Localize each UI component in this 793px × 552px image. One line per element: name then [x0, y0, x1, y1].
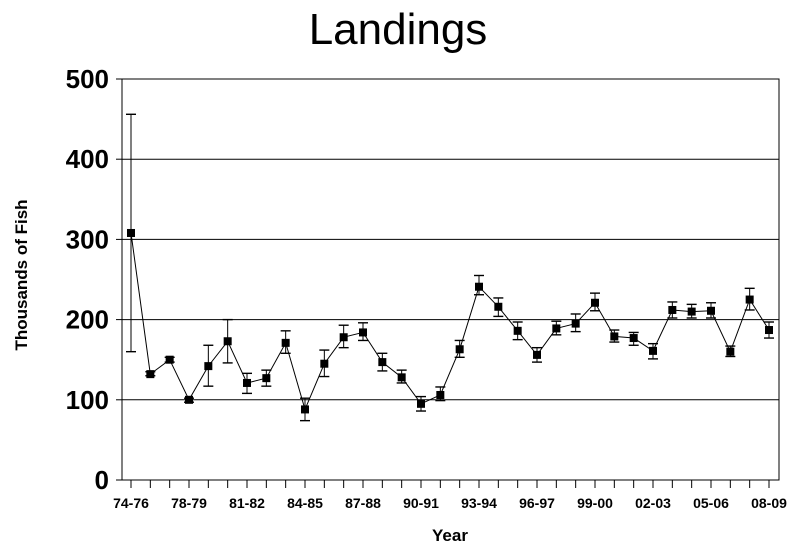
x-tick-label: 05-06 — [693, 495, 729, 511]
data-point — [765, 326, 773, 335]
y-axis-title: Thousands of Fish — [12, 199, 31, 350]
data-point — [591, 298, 599, 307]
data-point — [397, 373, 406, 382]
data-point — [320, 359, 329, 368]
x-tick-label: 96-97 — [519, 495, 555, 511]
x-tick-label: 93-94 — [461, 495, 497, 511]
data-point — [359, 328, 367, 337]
data-point — [378, 358, 387, 367]
gridlines — [122, 158, 779, 401]
x-tick-label: 74-76 — [113, 495, 149, 511]
x-tick-label: 99-00 — [577, 495, 613, 511]
data-point — [668, 305, 677, 314]
x-axis-ticks: 74-76 78-79 81-82 84-85 87-88 90-91 93-94 96-97… — [113, 480, 787, 511]
y-axis-ticks: 0 100 200 300 400 500 — [66, 64, 122, 495]
data-point — [185, 395, 193, 404]
data-point — [436, 390, 445, 399]
x-tick-label: 90-91 — [403, 495, 439, 511]
data-point — [281, 338, 290, 347]
series-line — [130, 232, 770, 411]
x-tick-label: 81-82 — [229, 495, 265, 511]
y-tick-label: 300 — [66, 224, 109, 254]
data-point — [223, 337, 232, 346]
data-point — [726, 347, 735, 356]
data-point — [475, 282, 483, 291]
chart-title: Landings — [309, 5, 488, 54]
data-point — [301, 405, 309, 414]
data-point — [494, 302, 503, 311]
y-tick-label: 400 — [66, 144, 109, 174]
data-point — [339, 333, 348, 342]
x-tick-label: 08-09 — [751, 495, 787, 511]
data-point — [687, 307, 696, 316]
data-point — [552, 324, 561, 333]
data-point — [146, 370, 155, 379]
data-point — [629, 334, 638, 343]
plot-frame — [121, 78, 780, 481]
data-point — [127, 228, 135, 237]
data-point — [243, 378, 251, 387]
x-tick-label: 84-85 — [287, 495, 323, 511]
data-point — [165, 355, 174, 364]
data-point — [262, 374, 271, 383]
error-bars — [126, 113, 774, 422]
x-axis-title: Year — [432, 526, 468, 545]
data-points — [127, 228, 773, 414]
data-point — [513, 326, 522, 335]
x-tick-label: 02-03 — [635, 495, 671, 511]
y-tick-label: 200 — [66, 305, 109, 335]
data-point — [745, 295, 754, 304]
y-tick-label: 500 — [66, 64, 109, 94]
data-point — [204, 362, 213, 371]
x-tick-label: 78-79 — [171, 495, 207, 511]
x-tick-label: 87-88 — [345, 495, 381, 511]
data-point — [571, 319, 580, 328]
data-point — [455, 345, 464, 354]
data-point — [610, 332, 619, 341]
data-point — [533, 350, 541, 359]
data-point — [707, 306, 715, 315]
y-tick-label: 100 — [66, 385, 109, 415]
y-tick-label: 0 — [95, 465, 109, 495]
data-point — [649, 346, 657, 355]
data-point — [417, 399, 425, 408]
